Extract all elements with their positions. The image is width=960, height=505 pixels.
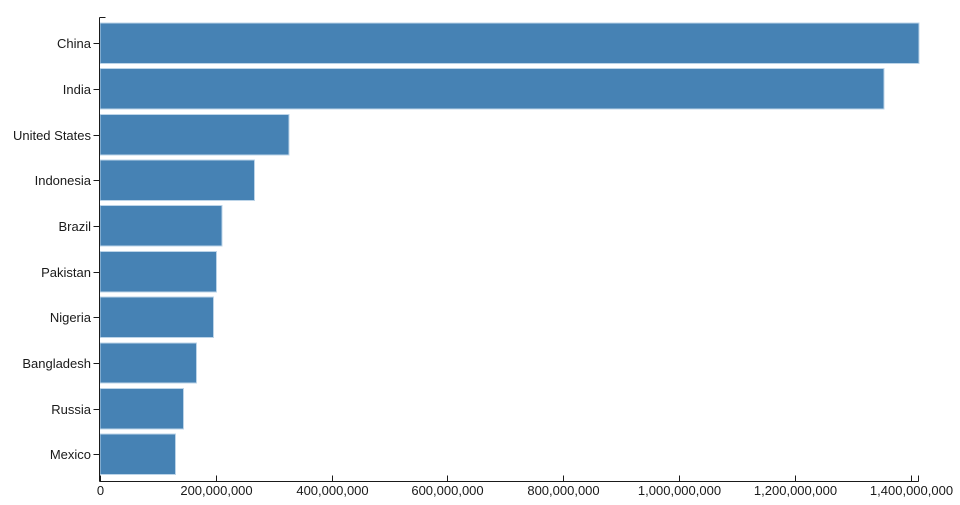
category-label-mexico: Mexico [50,447,91,462]
category-label-indonesia: Indonesia [35,173,92,188]
bar-mexico [99,433,177,476]
category-label-united-states: United States [13,128,92,143]
bar-brazil [99,205,223,247]
x-tick-label-3: 600,000,000 [411,483,483,498]
bar-indonesia [99,159,255,201]
x-tick-label-7: 1,400,000,000 [870,483,953,498]
x-tick-label-6: 1,200,000,000 [754,483,837,498]
x-tick-label-4: 800,000,000 [527,483,599,498]
category-label-india: India [63,82,92,97]
x-tick-label-5: 1,000,000,000 [638,483,721,498]
bar-china [99,22,920,64]
bar-russia [99,387,184,430]
x-tick-label-0: 0 [97,483,104,498]
bar-nigeria [99,296,214,338]
category-label-china: China [57,36,92,51]
bar-united-states [99,113,290,156]
bar-india [99,68,885,110]
category-label-brazil: Brazil [58,219,91,234]
bar-bangladesh [99,342,197,384]
category-label-pakistan: Pakistan [41,265,91,280]
bar-pakistan [99,250,217,293]
x-tick-label-1: 200,000,000 [180,483,252,498]
x-tick-label-2: 400,000,000 [296,483,368,498]
category-label-nigeria: Nigeria [50,310,92,325]
category-label-russia: Russia [51,402,92,417]
category-label-bangladesh: Bangladesh [22,356,91,371]
